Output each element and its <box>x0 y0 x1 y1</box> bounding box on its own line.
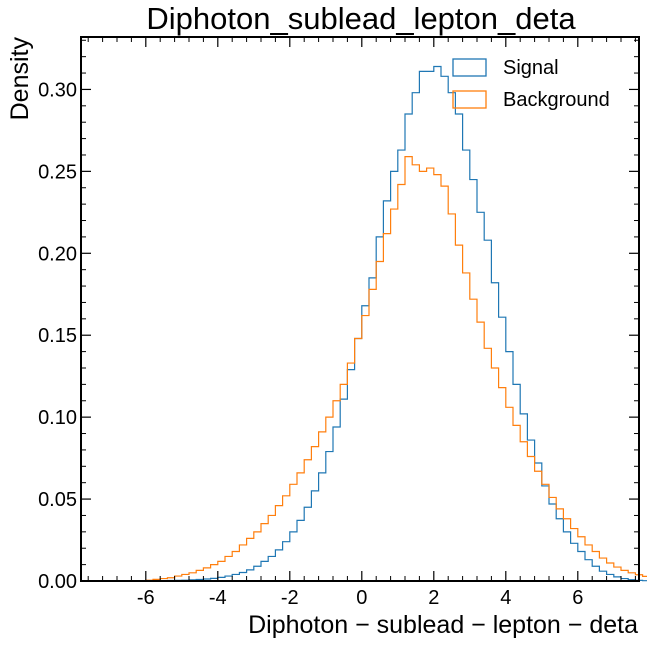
x-tick-label: 6 <box>572 587 583 609</box>
legend-swatch-signal <box>452 58 487 77</box>
x-tick-label: 0 <box>356 587 367 609</box>
axis-ticks: -6 -4 -2 0 2 4 6 0.00 0.05 0.10 0.15 0.20 0.25 0.30 <box>38 37 639 609</box>
legend-label-background: Background <box>503 89 610 111</box>
y-tick-label: 0.00 <box>38 571 77 593</box>
legend: Signal Background <box>452 57 610 111</box>
y-tick-label: 0.05 <box>38 489 77 511</box>
x-tick-label: 2 <box>428 587 439 609</box>
y-tick-label: 0.25 <box>38 161 77 183</box>
y-tick-label: 0.30 <box>38 79 77 101</box>
legend-label-signal: Signal <box>503 57 559 79</box>
y-tick-label: 0.15 <box>38 325 77 347</box>
x-axis-label: Diphoton − sublead − lepton − deta <box>248 611 638 639</box>
series-background-line <box>145 156 647 581</box>
y-tick-label: 0.20 <box>38 243 77 265</box>
x-tick-label: -2 <box>281 587 299 609</box>
series-signal-line <box>145 65 647 582</box>
chart-title: Diphoton_sublead_lepton_deta <box>146 1 576 36</box>
y-tick-label: 0.10 <box>38 407 77 429</box>
x-tick-label: -4 <box>209 587 227 609</box>
x-tick-label: -6 <box>137 587 155 609</box>
y-axis-label: Density <box>6 37 34 121</box>
x-tick-label: 4 <box>500 587 511 609</box>
legend-swatch-background <box>452 90 487 109</box>
plot-area <box>145 65 647 582</box>
plot-frame <box>80 36 640 582</box>
